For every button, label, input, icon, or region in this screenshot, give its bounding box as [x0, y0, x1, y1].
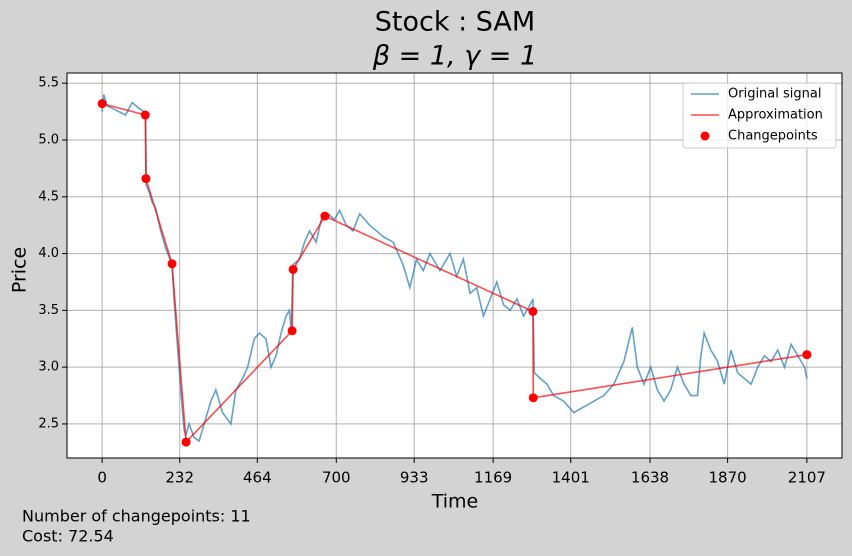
chart-subtitle: β = 1, γ = 1 — [372, 41, 537, 72]
annotation: Cost: 72.54 — [22, 527, 114, 546]
changepoint — [528, 393, 538, 403]
chart-title: Stock : SAM — [375, 7, 535, 38]
x-tick-label: 1638 — [631, 469, 669, 487]
x-axis-label: Time — [431, 491, 479, 513]
legend-label: Changepoints — [728, 129, 818, 144]
x-tick-label: 464 — [243, 469, 272, 487]
x-tick-label: 0 — [97, 469, 107, 487]
y-tick-label: 4.0 — [38, 246, 59, 261]
changepoint — [141, 174, 151, 184]
y-tick-label: 2.5 — [38, 416, 59, 431]
line — [101, 94, 808, 443]
y-tick-label: 4.5 — [38, 189, 59, 204]
y-axis-label: Price — [9, 247, 31, 293]
x-tick-label: 1870 — [709, 469, 747, 487]
legend-label: Approximation — [728, 108, 823, 123]
changepoint — [167, 259, 177, 269]
y-tick-label: 5.0 — [38, 133, 59, 148]
x-tick-label: 1401 — [552, 469, 590, 487]
changepoint — [320, 211, 330, 221]
legend-label: Original signal — [728, 87, 821, 102]
changepoint — [97, 99, 107, 109]
y-tick-label: 3.0 — [38, 360, 59, 375]
changepoint — [140, 110, 150, 120]
changepoint — [287, 326, 297, 336]
changepoint — [181, 437, 191, 447]
annotation: Number of changepoints: 11 — [22, 507, 251, 526]
x-tick-label: 700 — [322, 469, 351, 487]
x-tick-label: 232 — [165, 469, 194, 487]
x-tick-label: 1169 — [474, 469, 512, 487]
legend-marker — [700, 131, 710, 141]
y-tick-label: 3.5 — [38, 303, 59, 318]
changepoint — [528, 306, 538, 316]
legend-box — [682, 82, 837, 149]
changepoint — [802, 350, 812, 360]
x-tick-label: 2107 — [788, 469, 826, 487]
axes-frame — [66, 72, 843, 459]
y-tick-label: 5.5 — [38, 76, 59, 91]
changepoint — [288, 264, 298, 274]
x-tick-label: 933 — [400, 469, 429, 487]
